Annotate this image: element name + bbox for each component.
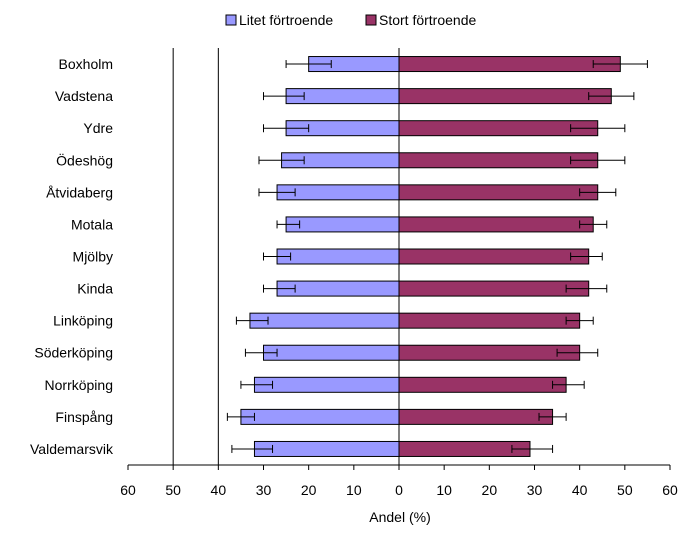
bar-litet: [276, 248, 400, 265]
bar-litet: [253, 376, 400, 393]
category-label: Motala: [71, 216, 113, 232]
category-label: Norrköping: [45, 377, 113, 393]
x-tick-label: 40: [572, 482, 588, 498]
category-label: Kinda: [77, 281, 113, 297]
category-label: Valdemarsvik: [30, 441, 114, 457]
bar-stort: [398, 216, 594, 233]
x-tick-label: 10: [436, 482, 452, 498]
bar-stort: [398, 440, 531, 457]
bar-litet: [285, 216, 400, 233]
x-tick-label: 60: [662, 482, 678, 498]
bars: [240, 56, 621, 457]
category-label: Vadstena: [55, 88, 113, 104]
x-tick-label: 20: [482, 482, 498, 498]
category-label: Linköping: [53, 313, 113, 329]
bar-stort: [398, 344, 581, 361]
x-tick-label: 60: [120, 482, 136, 498]
bar-stort: [398, 312, 581, 329]
bar-stort: [398, 248, 590, 265]
x-tick-label: 50: [617, 482, 633, 498]
legend: Litet förtroende Stort förtroende: [225, 12, 476, 28]
category-label: Ydre: [83, 120, 113, 136]
x-tick-label: 40: [211, 482, 227, 498]
x-tick-label: 30: [256, 482, 272, 498]
bar-stort: [398, 152, 599, 169]
bar-stort: [398, 280, 590, 297]
gridlines: [172, 48, 219, 465]
bar-litet: [253, 440, 400, 457]
x-tick-label: 30: [527, 482, 543, 498]
category-label: Boxholm: [59, 56, 113, 72]
bar-stort: [398, 88, 612, 105]
x-axis-title: Andel (%): [369, 509, 430, 525]
bar-litet: [240, 408, 400, 425]
bar-stort: [398, 120, 599, 137]
category-label: Finspång: [55, 409, 113, 425]
x-tick-label: 0: [395, 482, 403, 498]
category-label: Söderköping: [34, 345, 113, 361]
category-labels: Boxholm Vadstena Ydre Ödeshög Åtvidaberg Mota…: [30, 56, 114, 457]
error-bars: [226, 60, 648, 453]
x-tick-label: 10: [346, 482, 362, 498]
x-tick-label: 20: [301, 482, 317, 498]
bar-stort: [398, 408, 554, 425]
bar-stort: [398, 56, 621, 73]
x-tick-label: 50: [165, 482, 181, 498]
legend-swatch-1: [365, 14, 377, 26]
legend-label-1: Stort förtroende: [379, 12, 476, 28]
bar-stort: [398, 376, 567, 393]
category-label: Ödeshög: [56, 151, 113, 168]
bar-litet: [263, 344, 400, 361]
x-axis: 60 50 40 30 20 10 0 10 20 30 40 50 60: [120, 48, 678, 498]
category-label: Åtvidaberg: [46, 184, 113, 200]
category-label: Mjölby: [73, 249, 113, 265]
bar-stort: [398, 184, 599, 201]
bar-litet: [249, 312, 400, 329]
legend-swatch-0: [225, 14, 237, 26]
legend-label-0: Litet förtroende: [239, 12, 333, 28]
